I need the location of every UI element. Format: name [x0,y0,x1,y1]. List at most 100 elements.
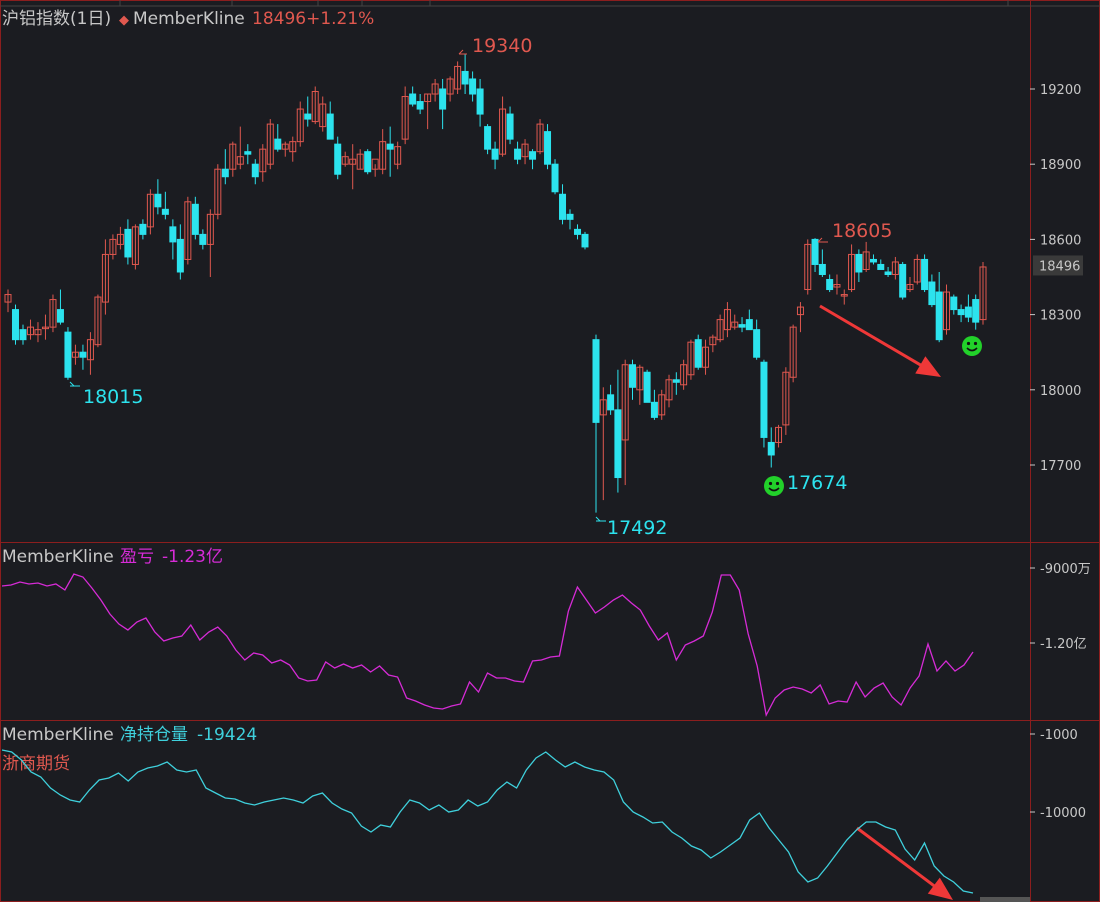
candle-body [891,261,899,275]
candle-body [869,258,877,263]
smiley-mouth [966,347,978,352]
candle-body [709,336,717,346]
candle-body [745,319,753,331]
candle-body [855,253,863,273]
candle-body [913,258,921,283]
candle-body [56,309,64,323]
y-tick-label: 17700 [1040,459,1081,474]
annotation-low-1: 18015 [83,386,143,408]
candle-body [536,123,544,153]
candle-body [566,213,574,220]
candle-body [326,113,334,140]
candle-body [702,346,710,368]
candle-body [935,291,943,341]
candle-body [551,163,559,193]
scrollbar-thumb [980,897,1030,902]
position-series-label: 净持仓量 [120,725,188,745]
candle-body [521,143,529,158]
candle-body [116,233,124,245]
candle-body [206,213,214,245]
candle-body [877,263,885,270]
candle-body [950,296,958,311]
candle-body [559,193,567,220]
smiley-icon [962,336,982,356]
y-tick-label: -9000万 [1040,562,1091,577]
smiley-mouth [768,487,780,492]
candle-body [738,324,746,328]
indicator-name: MemberKline [133,9,245,29]
diamond-icon: ◆ [119,13,129,28]
candle-body [431,83,439,95]
candle-body [818,263,826,275]
candle-body [371,158,379,170]
candle-body [499,108,507,155]
current-price-tag [1033,255,1083,276]
candle-body [356,153,364,170]
candle-body [614,409,622,479]
candle-body [41,326,49,330]
candle-body [109,238,117,255]
y-tick-label: 18000 [1040,384,1081,399]
candle-body [607,394,615,411]
candle-body [899,263,907,298]
y-tick-label: 19200 [1040,83,1081,98]
annotation-pointer [69,381,80,387]
candle-body [972,299,980,323]
candle-body [658,394,666,416]
candle-body [184,201,192,260]
candle-body [848,253,856,291]
position-line [1,749,974,894]
candle-body [19,329,27,341]
y-tick-label: 18300 [1040,309,1081,324]
candle-body [34,329,42,336]
candle-body [349,158,357,165]
annotation-pointer [817,237,828,243]
candle-body [191,203,199,235]
candle-body [928,281,936,306]
instrument-title: 沪铝指数(1日) [2,9,111,29]
profit-value: -1.23亿 [162,547,223,567]
candle-body [826,279,834,291]
candle-body [454,65,462,90]
candle-body [304,113,312,120]
candle-body [621,364,629,441]
candle-body [311,91,319,123]
annotation-high-2: 18605 [832,220,892,242]
candle-body [319,103,327,128]
candle-body [906,284,914,291]
candle-body [94,296,102,346]
candle-body [796,306,804,316]
candle-body [672,379,680,383]
candle-body [789,326,797,378]
candle-body [446,78,454,95]
smiley-eye [966,341,971,346]
y-tick-label: -1.20亿 [1040,637,1087,652]
candle-body [862,251,870,270]
candle-body [386,143,394,150]
candle-body [439,88,447,110]
footer-label: 浙商期货 [2,754,70,774]
candle-body [544,131,552,165]
candle-body [629,364,637,388]
candle-body [11,309,19,341]
candle-body [804,243,812,291]
candle-body [266,123,274,165]
candle-body [259,148,267,173]
candle-body [921,258,929,291]
candle-body [461,70,469,85]
candle-body [884,271,892,275]
candle-body [71,351,79,358]
candle-body [650,401,658,418]
candle-body [694,339,702,368]
candle-body [506,113,514,140]
candle-body [753,329,761,358]
candle-body [979,266,987,321]
candle-body [599,399,607,416]
arrow-down-right-icon [856,826,947,896]
candle-body [840,294,848,297]
candle-body [401,96,409,140]
candle-body [665,379,673,401]
candle-body [833,284,841,288]
candle-body [4,294,12,303]
